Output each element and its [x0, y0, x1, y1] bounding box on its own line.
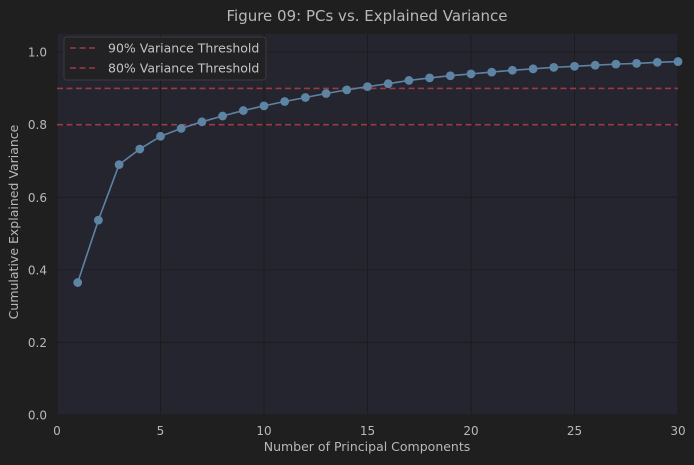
- x-tick-label: 30: [670, 424, 685, 438]
- y-tick-label: 0.6: [28, 191, 47, 205]
- data-point: [487, 67, 497, 77]
- data-point: [301, 93, 310, 102]
- y-tick-label: 1.0: [28, 46, 47, 60]
- data-point: [632, 58, 641, 68]
- data-point: [549, 62, 559, 72]
- data-point: [238, 106, 248, 115]
- y-tick-label: 0.8: [28, 118, 47, 132]
- x-tick-label: 5: [157, 424, 165, 438]
- threshold-lines: [57, 87, 678, 126]
- data-point: [342, 85, 352, 95]
- data-point: [425, 73, 434, 83]
- y-tick-label: 0.4: [28, 263, 47, 277]
- y-axis-ticks: 0.0 0.2 0.4 0.6 0.8 1.0: [28, 46, 47, 423]
- data-point: [259, 101, 269, 111]
- data-point: [218, 111, 228, 121]
- data-point: [590, 60, 600, 70]
- x-axis-label: Number of Principal Components: [264, 439, 471, 454]
- data-point: [197, 117, 207, 127]
- data-point: [570, 61, 579, 71]
- data-point: [176, 123, 186, 133]
- data-point: [404, 76, 414, 85]
- y-tick-label: 0.0: [28, 409, 47, 423]
- legend-label-80-threshold: 80% Variance Threshold: [108, 61, 259, 76]
- data-point: [528, 64, 538, 74]
- data-series: [73, 57, 683, 287]
- y-axis-label: Cumulative Explained Variance: [6, 124, 21, 319]
- data-point: [321, 89, 331, 98]
- chart-title: Figure 09: PCs vs. Explained Variance: [226, 7, 507, 25]
- data-point: [114, 160, 124, 170]
- data-point: [673, 57, 683, 66]
- data-point: [445, 71, 455, 81]
- data-point: [383, 79, 393, 89]
- data-point: [611, 59, 621, 69]
- data-point: [156, 131, 165, 141]
- data-point: [280, 97, 290, 106]
- data-point: [508, 65, 517, 75]
- x-tick-label: 20: [463, 424, 478, 438]
- x-tick-label: 10: [256, 424, 271, 438]
- data-point: [466, 69, 476, 79]
- x-tick-label: 15: [360, 424, 375, 438]
- data-point: [652, 57, 662, 67]
- x-axis-ticks: 0 5 10 15 20 25 30: [53, 424, 685, 438]
- x-tick-label: 0: [53, 424, 61, 438]
- legend: 90% Variance Threshold 80% Variance Thre…: [63, 36, 267, 81]
- data-point: [135, 144, 145, 154]
- data-point: [94, 215, 103, 225]
- y-tick-label: 0.2: [28, 336, 47, 350]
- data-point: [73, 278, 83, 287]
- legend-box: [63, 36, 267, 81]
- legend-label-90-threshold: 90% Variance Threshold: [108, 41, 259, 56]
- x-tick-label: 25: [567, 424, 582, 438]
- data-point: [363, 82, 372, 92]
